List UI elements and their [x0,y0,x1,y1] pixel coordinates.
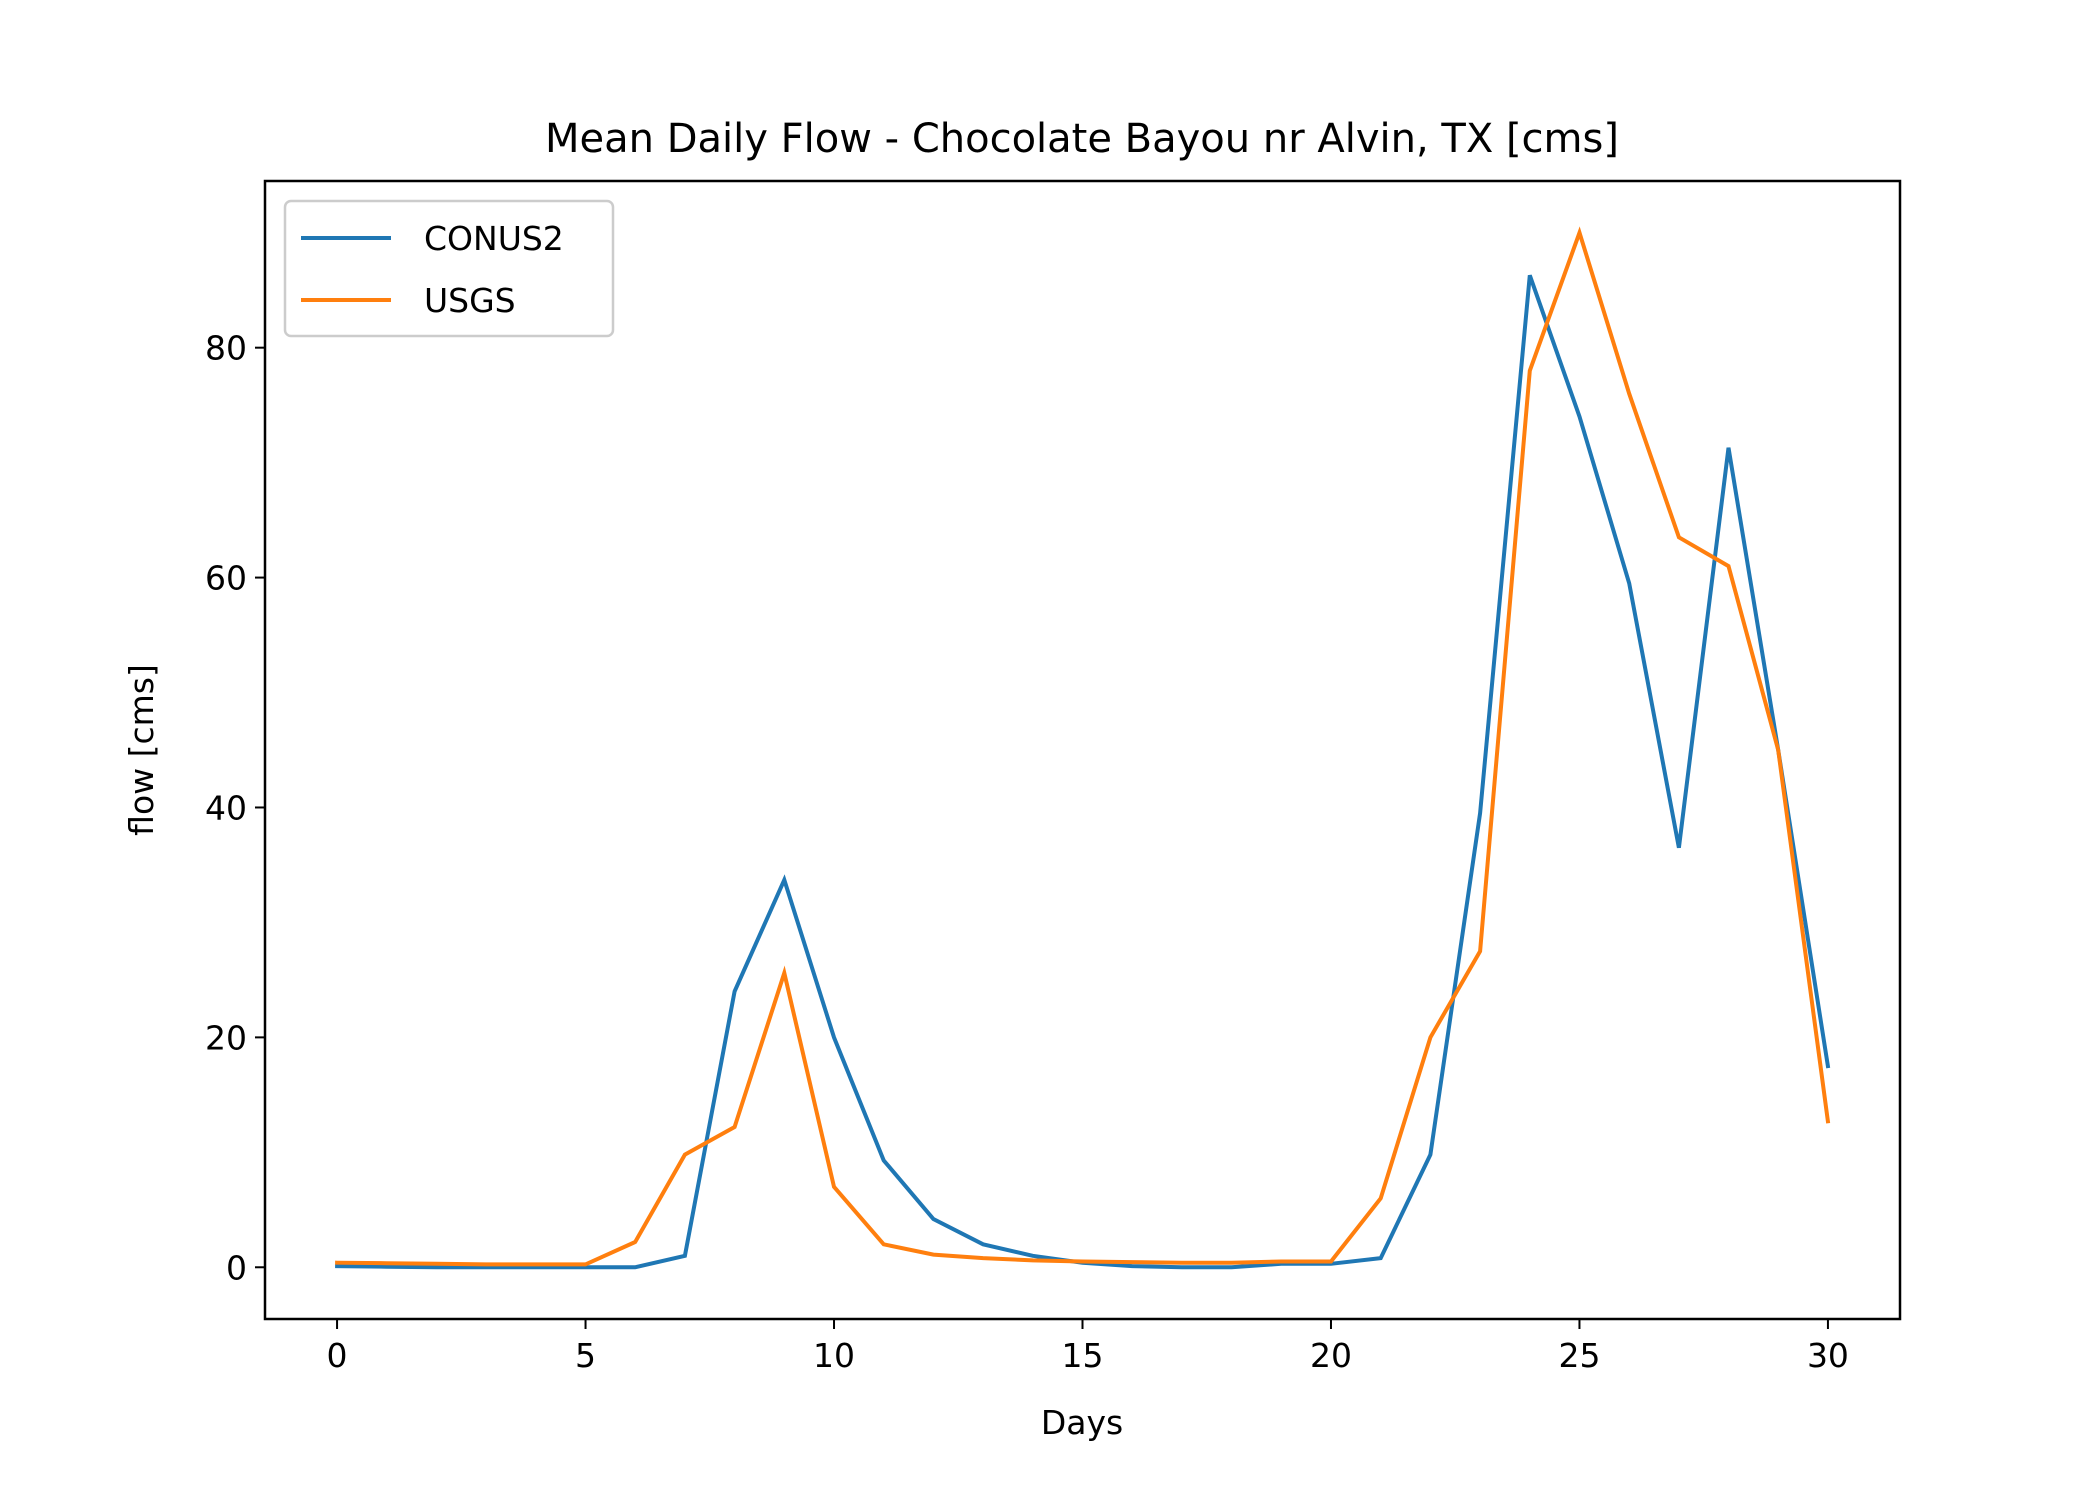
x-tick-label: 30 [1807,1336,1849,1375]
x-tick-label: 15 [1062,1336,1104,1375]
y-tick-label: 0 [226,1248,247,1287]
chart-title: Mean Daily Flow - Chocolate Bayou nr Alv… [545,116,1619,162]
series-line-usgs [335,226,1831,1267]
x-axis-title: Days [1041,1403,1123,1442]
plot-area-frame [263,179,1902,1321]
x-tick-label: 20 [1310,1336,1352,1375]
y-tick-label: 20 [205,1018,247,1057]
y-tick-label: 60 [205,559,247,598]
x-tick-label: 0 [327,1336,348,1375]
legend-frame [283,199,615,338]
y-axis-ticks: 0 20 40 60 80 [205,329,265,1287]
legend: CONUS2 USGS [283,199,615,338]
x-tick-label: 5 [575,1336,596,1375]
y-tick-label: 80 [205,329,247,368]
legend-label-conus2: CONUS2 [424,219,564,258]
x-axis-ticks: 0 5 10 15 20 25 30 [327,1319,1849,1375]
series-lines [335,226,1831,1270]
legend-label-usgs: USGS [424,281,516,320]
y-axis-title: flow [cms] [122,664,161,836]
x-tick-label: 10 [813,1336,855,1375]
x-tick-label: 25 [1558,1336,1600,1375]
y-tick-label: 40 [205,788,247,827]
